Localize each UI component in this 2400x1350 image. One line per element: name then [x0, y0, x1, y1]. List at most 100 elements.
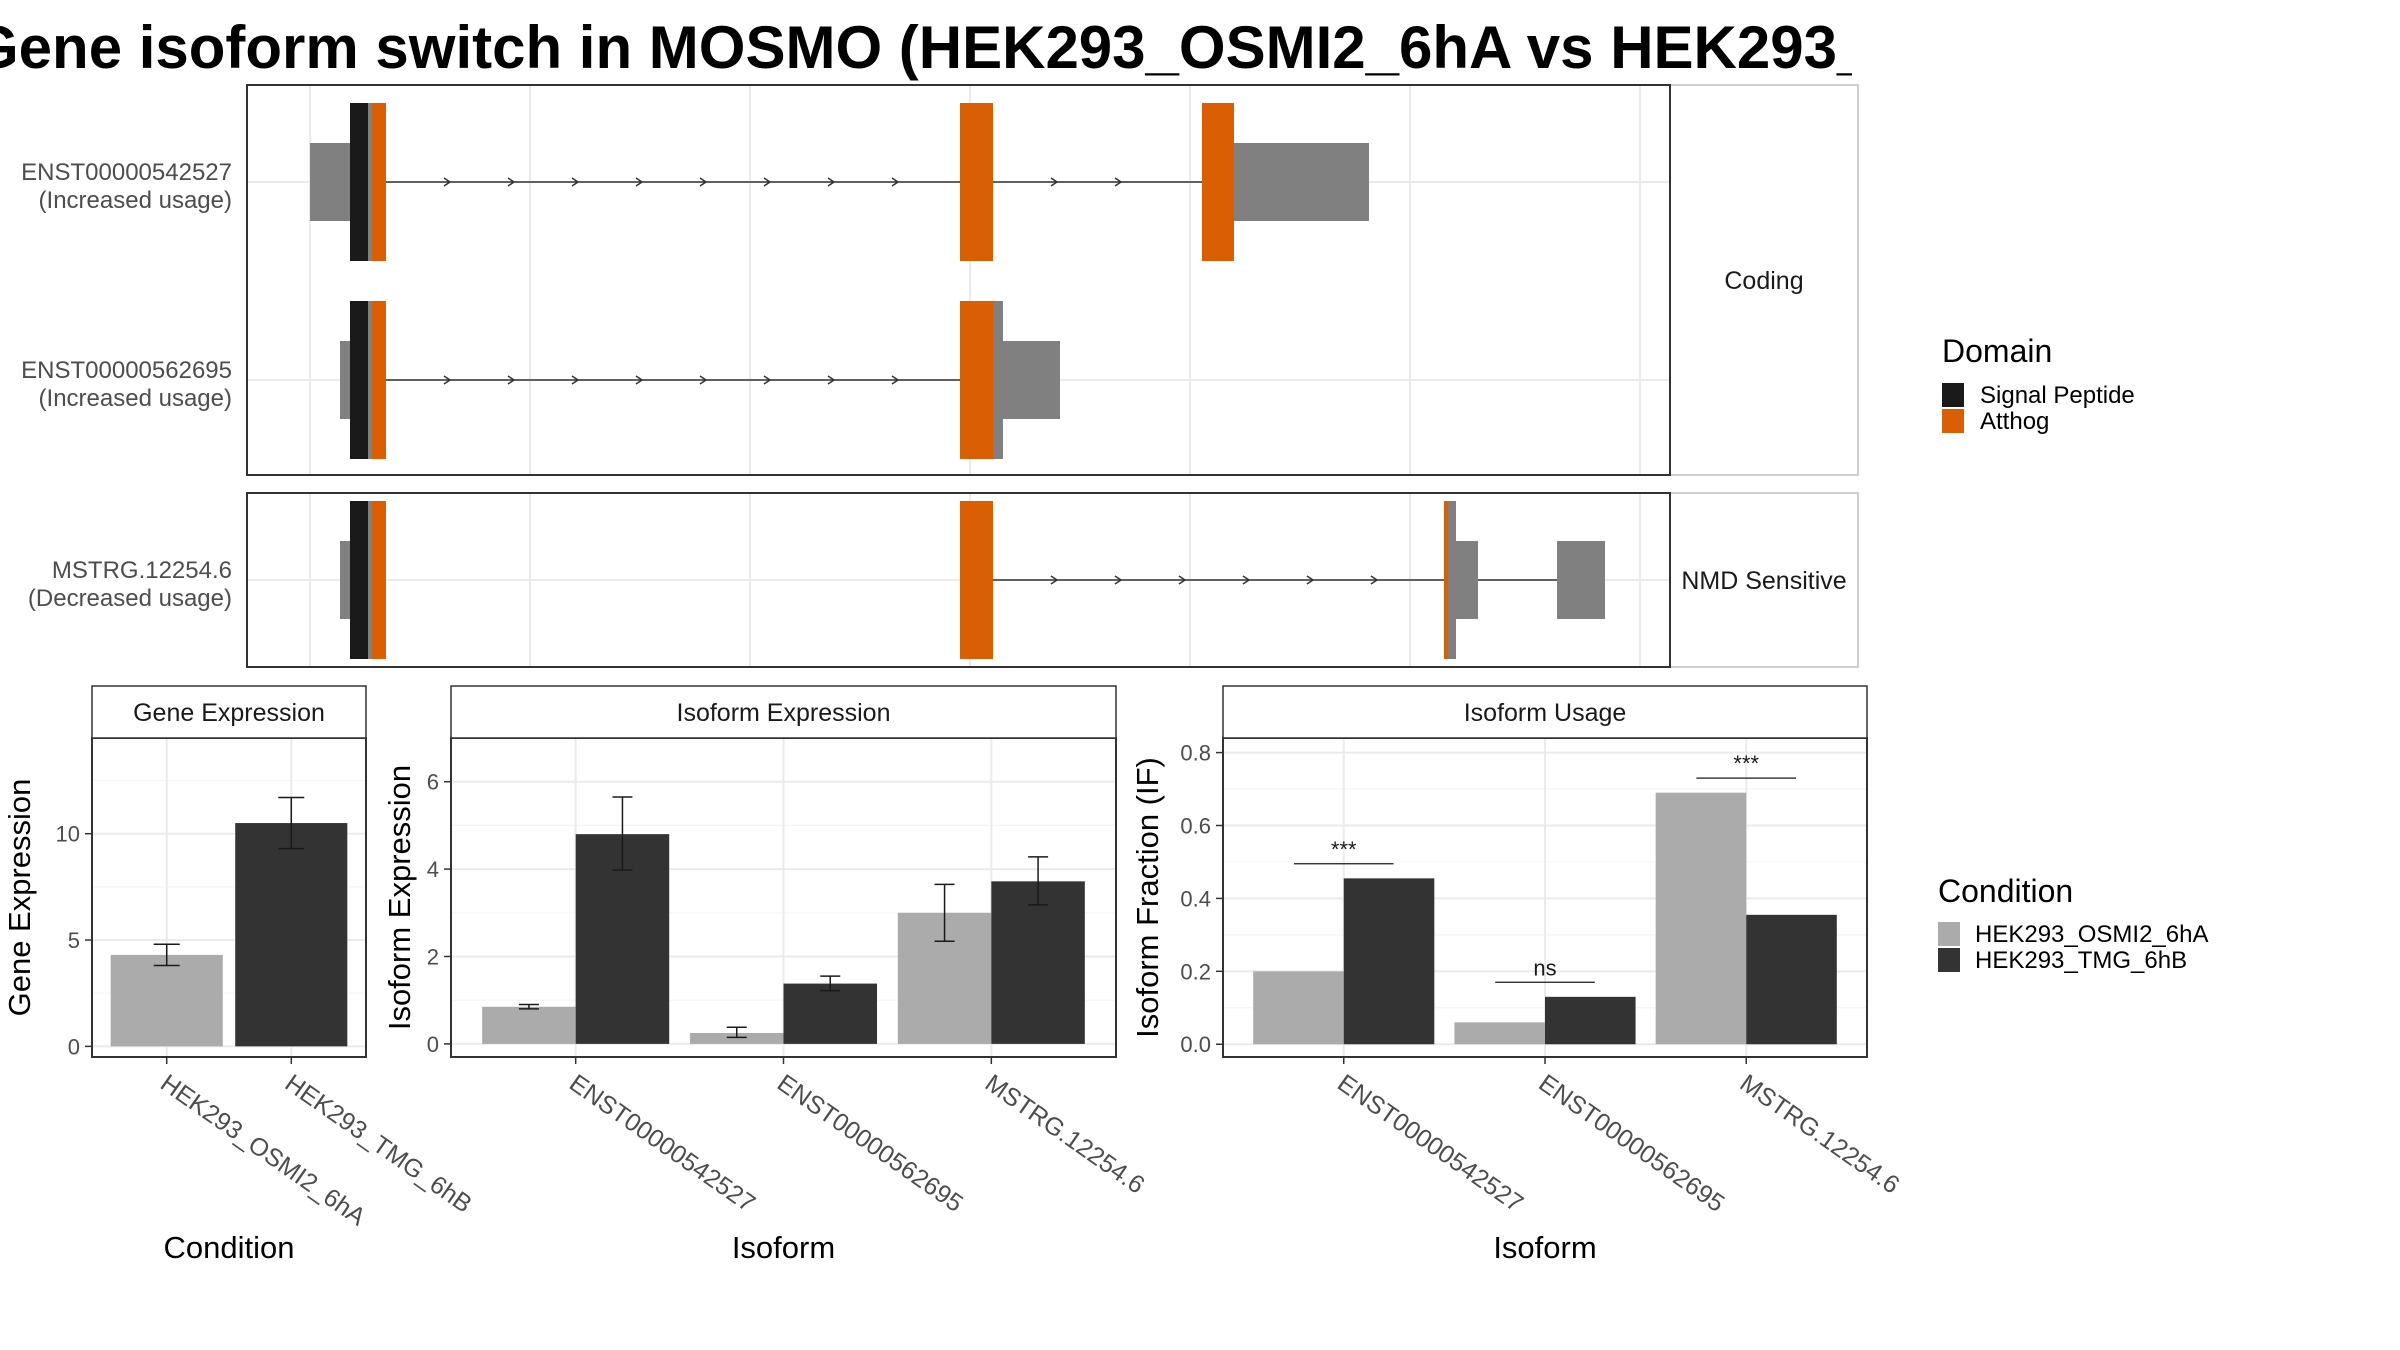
y-tick-label: 0.6 [1180, 813, 1211, 838]
bar [1746, 914, 1837, 1045]
intron-arrow [1114, 177, 1123, 187]
significance-label: *** [1733, 751, 1759, 776]
isoform-id-label: ENST00000542527 [21, 159, 232, 186]
condition-legend-swatch [1938, 922, 1960, 946]
bar-chart-panels: Gene Expression0510HEK293_OSMI2_6hAHEK29… [2, 685, 1905, 1265]
bar [1454, 1022, 1545, 1045]
x-tick-label: ENST00000542527 [1332, 1069, 1528, 1218]
exon-block [310, 143, 350, 221]
exon-block [350, 103, 368, 261]
intron-arrow [571, 375, 580, 385]
condition-legend-swatch [1938, 948, 1960, 972]
intron-arrow [443, 177, 452, 187]
panel-strip [1222, 685, 1868, 739]
structure-facet-border [246, 492, 1671, 668]
exon-block [368, 501, 372, 659]
bar [783, 983, 878, 1044]
bar-panel-3: *** ns *** Isoform Usage 0.0 0.2 0.4 0.6 0.8 ENST… [1130, 685, 1905, 1265]
structure-facet-strip [1669, 84, 1859, 476]
intron-arrow [827, 177, 836, 187]
intron-arrow [1242, 575, 1251, 585]
bar [482, 1006, 576, 1044]
exon-block [372, 103, 386, 261]
y-tick-label: 0.0 [1180, 1032, 1211, 1057]
exon-block [1557, 541, 1605, 619]
bar-panel-2: Isoform Expression 0 2 4 6 ENST00000542527 ENS… [382, 685, 1150, 1265]
panel-title: Gene Expression [133, 699, 325, 727]
intron-arrow [1306, 575, 1315, 585]
intron-arrow [443, 375, 452, 385]
y-tick-label: 0.2 [1180, 959, 1211, 984]
x-axis-title: Condition [164, 1230, 295, 1265]
intron-arrow [635, 177, 644, 187]
panel-strip [91, 685, 367, 739]
x-axis-title: Isoform [1493, 1230, 1596, 1265]
bar [110, 954, 223, 1047]
exon-block [350, 301, 368, 459]
condition-legend-label: HEK293_TMG_6hB [1975, 947, 2187, 974]
exon-block [1448, 501, 1456, 659]
exon-block [1234, 143, 1369, 221]
isoform-id-label: MSTRG.12254.6 [52, 557, 232, 584]
exon-block [340, 541, 350, 619]
x-tick-label: MSTRG.12254.6 [980, 1069, 1150, 1200]
structure-facet-label: Coding [1724, 267, 1803, 295]
y-tick-label: 6 [427, 770, 439, 795]
intron-arrow [763, 177, 772, 187]
y-axis-title: Isoform Fraction (IF) [1130, 757, 1165, 1038]
exon-block [1202, 103, 1234, 261]
exon-block [993, 301, 1003, 459]
intron-arrow [1370, 575, 1379, 585]
y-tick-label: 0 [68, 1034, 80, 1059]
bar [991, 881, 1085, 1044]
structure-facet-label: NMD Sensitive [1681, 567, 1846, 595]
panel-title: Isoform Usage [1464, 699, 1627, 727]
intron-arrow [1114, 575, 1123, 585]
structure-facet-strip [1669, 492, 1859, 668]
intron-arrow [1050, 177, 1059, 187]
y-axis-title: Isoform Expression [382, 765, 417, 1030]
y-tick-label: 0 [427, 1032, 439, 1057]
exon-block [1456, 541, 1478, 619]
exon-block [340, 341, 350, 419]
exon-block [368, 103, 372, 261]
isoform-id-label: ENST00000562695 [21, 357, 232, 384]
significance-label: ns [1533, 955, 1556, 980]
intron-arrow [1050, 575, 1059, 585]
x-tick-label: ENST00000562695 [772, 1069, 968, 1218]
exon-block [368, 301, 372, 459]
y-tick-label: 2 [427, 944, 439, 969]
intron-arrow [699, 375, 708, 385]
x-tick-label: ENST00000542527 [564, 1069, 760, 1218]
intron-arrow [699, 177, 708, 187]
intron-arrow [507, 375, 516, 385]
intron-arrow [763, 375, 772, 385]
domain-legend-title: Domain [1942, 333, 2052, 369]
isoform-usage-label: (Decreased usage) [28, 585, 232, 612]
significance-label: *** [1331, 837, 1357, 862]
domain-legend-swatch [1942, 409, 1964, 433]
domain-legend-label: Signal Peptide [1980, 382, 2135, 409]
isoform-usage-label: (Increased usage) [39, 385, 232, 412]
x-tick-label: HEK293_OSMI2_6hA [155, 1069, 371, 1232]
domain-legend-label: Atthog [1980, 408, 2049, 435]
x-tick-label: ENST00000562695 [1534, 1069, 1730, 1218]
intron-arrow [635, 375, 644, 385]
transcript-structure-panel: Coding NMD Sensitive ENST00000542527 (Incre… [21, 84, 1859, 668]
y-tick-label: 10 [56, 822, 80, 847]
y-tick-label: 4 [427, 857, 439, 882]
intron-arrow [891, 177, 900, 187]
structure-facet-border [246, 84, 1671, 476]
y-tick-label: 0.4 [1180, 886, 1211, 911]
page-title: Gene isoform switch in MOSMO (HEK293_OSM… [0, 14, 1852, 81]
intron-arrow [891, 375, 900, 385]
panel-strip [450, 685, 1117, 739]
exon-block [372, 301, 386, 459]
condition-legend-label: HEK293_OSMI2_6hA [1975, 921, 2208, 948]
bar [1343, 878, 1435, 1045]
exon-block [960, 501, 993, 659]
x-tick-label: MSTRG.12254.6 [1735, 1069, 1905, 1200]
